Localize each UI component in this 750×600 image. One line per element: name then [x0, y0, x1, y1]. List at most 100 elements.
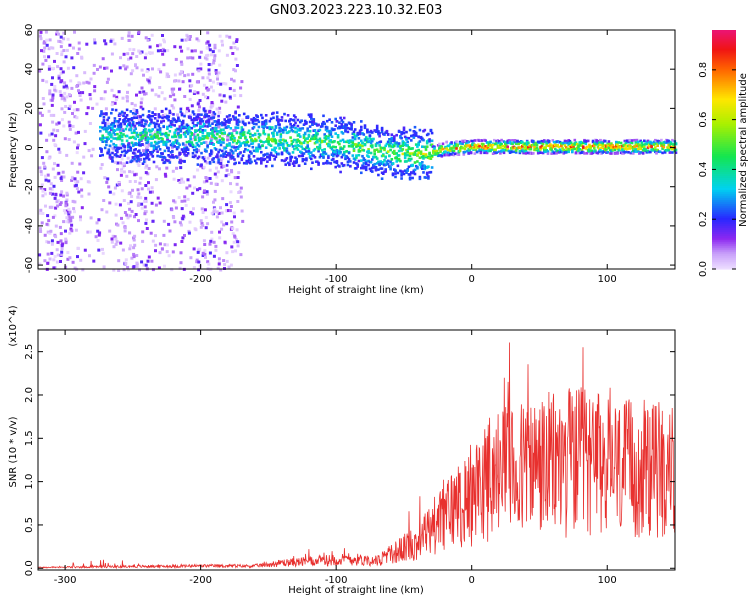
colorbar-strip: [712, 83, 736, 87]
spectrogram-cell: [147, 143, 151, 147]
spectrogram-cell: [133, 131, 136, 134]
spectrogram-cell: [258, 133, 262, 136]
spectrogram-cell: [310, 137, 313, 141]
spectrogram-cell: [316, 132, 319, 135]
spectrogram-cell: [126, 156, 130, 160]
spectrogram-cell: [167, 115, 170, 118]
spectrogram-cell: [269, 151, 273, 155]
colorbar-strip: [712, 199, 736, 202]
spectrogram-cell: [158, 86, 162, 89]
spectrogram-cell: [161, 137, 164, 141]
spectrogram-cell: [197, 39, 201, 43]
spectrogram-cell: [202, 107, 206, 111]
spectrogram-cell: [156, 49, 160, 53]
spectrogram-cell: [180, 38, 184, 42]
spectrogram-cell: [113, 133, 117, 136]
spectrogram-cell: [493, 150, 496, 153]
spectrogram-cell: [196, 91, 200, 95]
spectrogram-cell: [161, 152, 164, 155]
spectrogram-cell: [366, 130, 369, 134]
spectrogram-cell: [317, 163, 320, 166]
spectrogram-cell: [38, 123, 42, 127]
spectrogram-cell: [383, 133, 386, 136]
spectrogram-cell: [328, 118, 331, 121]
spectrogram-cell: [218, 230, 221, 234]
spectrogram-cell: [124, 258, 128, 262]
spectrogram-cell: [638, 152, 641, 155]
spectrogram-cell: [146, 136, 150, 139]
spectrogram-cell: [39, 186, 43, 190]
spectrogram-cell: [219, 154, 223, 157]
spectrogram-cell: [474, 148, 478, 152]
spectrogram-cell: [232, 68, 236, 72]
spectrogram-cell: [114, 202, 118, 206]
spectrogram-cell: [274, 146, 278, 150]
spectrogram-cell: [47, 219, 51, 223]
spectrogram-cell: [212, 254, 216, 258]
spectrogram-cell: [50, 242, 54, 246]
spectrogram-cell: [584, 142, 588, 145]
spectrogram-cell: [168, 94, 172, 98]
spectrogram-cell: [218, 111, 222, 115]
spectrogram-cell: [385, 129, 389, 133]
spectrogram-cell: [118, 66, 122, 70]
spectrogram-cell: [120, 216, 123, 220]
spectrogram-cell: [100, 163, 104, 167]
spectrogram-cell: [329, 130, 333, 133]
spectrogram-cell: [406, 140, 409, 144]
spectrogram-cell: [266, 160, 269, 163]
spectrogram-cell: [329, 133, 333, 136]
spectrogram-cell: [161, 52, 165, 56]
spectrogram-cell: [250, 152, 253, 155]
spectrogram-cell: [96, 68, 99, 71]
spectrogram-cell: [251, 145, 255, 149]
spectrogram-cell: [153, 107, 157, 111]
spectrogram-cell: [607, 146, 611, 150]
spectrogram-cell: [156, 131, 159, 134]
spectrogram-cell: [463, 139, 467, 142]
spectrogram-cell: [198, 121, 202, 125]
spectrogram-cell: [103, 39, 107, 43]
colorbar-strip: [712, 189, 736, 192]
spectrogram-cell: [66, 66, 70, 70]
spectrogram-cell: [339, 170, 342, 174]
spectrogram-cell: [180, 148, 184, 151]
spectrogram-cell: [546, 152, 550, 155]
spectrogram-cell: [662, 145, 666, 149]
spectrogram-cell: [402, 172, 406, 176]
spectrogram-cell: [220, 39, 224, 43]
spectrogram-cell: [144, 134, 147, 137]
spectrogram-cell: [43, 259, 47, 263]
spectrogram-cell: [514, 149, 518, 152]
spectrogram-cell: [490, 148, 494, 151]
spectrogram-cell: [236, 200, 240, 203]
snr-y-tick-label: 1.0: [24, 474, 35, 490]
spectrogram-cell: [395, 157, 398, 160]
spectrogram-cell: [110, 123, 113, 126]
spectrogram-cell: [108, 229, 112, 233]
spectrogram-cell: [389, 141, 392, 145]
spectrogram-cell: [289, 159, 292, 163]
spectrogram-cell: [137, 49, 141, 53]
spectrogram-cell: [236, 126, 240, 130]
snr-x-tick-label: -300: [54, 575, 77, 586]
spectrogram-cell: [183, 234, 186, 237]
spectrogram-cell: [468, 147, 472, 151]
spectrogram-cell: [402, 126, 406, 130]
spectrogram-cell: [198, 247, 202, 251]
spectrogram-cell: [203, 189, 206, 193]
colorbar-strip: [712, 227, 736, 230]
spectrogram-cell: [329, 162, 333, 165]
spectrogram-cell: [105, 112, 108, 115]
spectrogram-cell: [162, 219, 166, 223]
spectrogram-cell: [355, 154, 358, 157]
spectrogram-cell: [367, 151, 370, 154]
spectrogram-cell: [103, 136, 107, 140]
spectrogram-cell: [541, 151, 545, 155]
snr-y-tick-label: 1.5: [24, 430, 35, 446]
spectrogram-cell: [201, 92, 205, 96]
spectrogram-cell: [668, 144, 672, 147]
spectrogram-cell: [233, 146, 236, 149]
spectrogram-cell: [143, 205, 147, 209]
spectrogram-cell: [267, 137, 270, 141]
